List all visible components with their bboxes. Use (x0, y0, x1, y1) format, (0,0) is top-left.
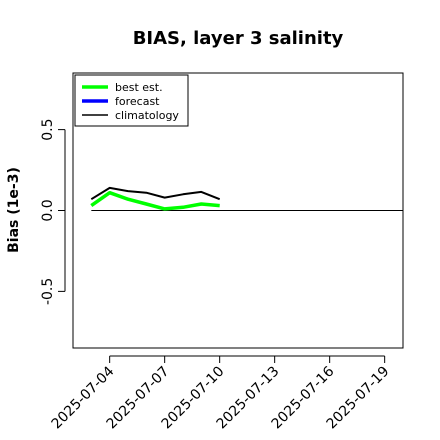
legend-label: best est. (115, 81, 163, 94)
legend-label: climatology (115, 109, 179, 122)
x-axis: 2025-07-042025-07-072025-07-102025-07-13… (49, 355, 392, 432)
y-tick-label: 0.5 (40, 118, 56, 140)
legend-label: forecast (115, 95, 160, 108)
series-layer (90, 186, 221, 211)
y-axis-label: Bias (1e-3) (6, 167, 22, 253)
y-tick-label: 0.0 (40, 199, 56, 221)
series-line-climatology (90, 186, 221, 201)
y-axis: -0.5 0.0 0.5 (40, 118, 66, 305)
series-line-best-est (90, 190, 220, 211)
y-tick-label: -0.5 (40, 278, 56, 305)
chart-title: BIAS, layer 3 salinity (133, 28, 344, 49)
